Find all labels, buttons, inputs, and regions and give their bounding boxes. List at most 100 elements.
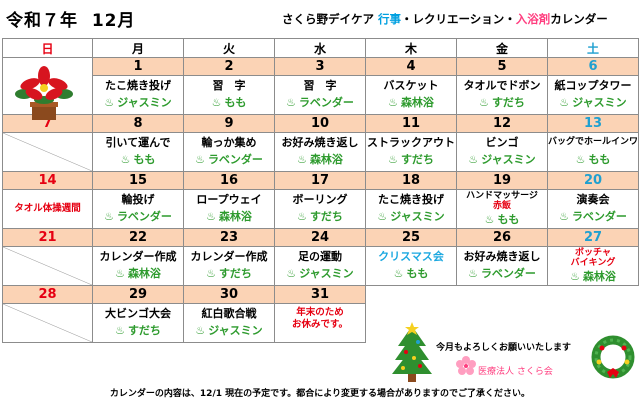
activity-label: カレンダー作成 — [190, 250, 268, 263]
week4-activity-row: カレンダー作成 ♨ 森林浴 カレンダー作成 ♨ すだち 足の運動 ♨ ジャスミン クリスマス… — [2, 246, 639, 286]
christmas-party-label: クリスマス会 — [378, 250, 444, 263]
activity-label: お好み焼き返し — [463, 250, 541, 263]
date-cell: 8 — [92, 114, 184, 133]
day-cell: ボッチャ バイキング ♨ 森林浴 — [547, 246, 639, 286]
sunday-closed-cell — [2, 303, 93, 343]
christmas-tree-icon — [392, 322, 432, 388]
week2-date-row: 7 8 9 10 11 12 13 — [2, 114, 639, 133]
day-cell: 紙コップタワー ♨ ジャスミン — [547, 75, 639, 115]
bath-label: ♨ ジャスミン — [104, 96, 172, 109]
week4-date-row: 21 22 23 24 25 26 27 — [2, 228, 639, 247]
day-cell: 習 字 ♨ ラベンダー — [274, 75, 366, 115]
date-cell: 20 — [547, 171, 639, 190]
bath-label: ♨ ラベンダー — [195, 153, 263, 166]
day-cell: 輪投げ ♨ ラベンダー — [92, 189, 184, 229]
date-cell: 17 — [274, 171, 366, 190]
bath-steam-icon: ♨ — [195, 324, 206, 337]
bath-label: ♨ ジャスミン — [377, 210, 445, 223]
bath-steam-icon: ♨ — [484, 213, 495, 226]
date-cell: 6 — [547, 57, 639, 76]
bath-label: ♨ すだち — [115, 324, 161, 337]
day-cell: 年末のため お休みです。 — [274, 303, 366, 343]
activity-label: 足の運動 — [298, 250, 342, 263]
day-cell: ボーリング ♨ すだち — [274, 189, 366, 229]
date-cell: 27 — [547, 228, 639, 247]
bath-steam-icon: ♨ — [206, 267, 216, 280]
weekday-tue: 火 — [183, 38, 275, 58]
wreath-icon — [590, 334, 636, 384]
bath-label: ♨ 森林浴 — [115, 267, 161, 280]
bath-label: ♨ もも — [575, 153, 611, 166]
date-cell: 21 — [2, 228, 93, 247]
day-cell: ロープウェイ ♨ 森林浴 — [183, 189, 275, 229]
bath-steam-icon: ♨ — [570, 270, 580, 283]
day-cell: 習 字 ♨ もも — [183, 75, 275, 115]
subtitle-bath: 入浴剤 — [515, 12, 551, 26]
bath-label: ♨ すだち — [297, 210, 343, 223]
date-cell: 16 — [183, 171, 275, 190]
activity-label: タオルでドボン — [463, 79, 541, 92]
date-cell: 31 — [274, 285, 366, 304]
bath-steam-icon: ♨ — [388, 153, 398, 166]
bath-steam-icon: ♨ — [104, 96, 115, 109]
bath-steam-icon: ♨ — [388, 96, 398, 109]
activity-label: 紙コップタワー — [554, 79, 632, 92]
bath-steam-icon: ♨ — [559, 210, 569, 223]
bath-label: ♨ もも — [211, 96, 247, 109]
weekday-thu: 木 — [365, 38, 457, 58]
sunday-closed-cell — [2, 132, 93, 172]
bath-label: ♨ もも — [120, 153, 156, 166]
bath-label: ♨ もも — [484, 213, 520, 226]
bath-label: ♨ すだち — [388, 153, 434, 166]
activity-label: ストラックアウト — [367, 136, 455, 149]
activity-label: お好み焼き返し — [281, 136, 359, 149]
poinsettia-icon — [14, 64, 74, 126]
activity-label: ビンゴ — [485, 136, 519, 149]
sunday-note-cell: タオル体操週間 — [2, 189, 93, 229]
activity-label: 引いて運んで — [105, 136, 171, 149]
activity-label: 演奏会 — [576, 193, 610, 206]
weekday-fri: 金 — [456, 38, 548, 58]
day-cell: ストラックアウト ♨ すだち — [365, 132, 457, 172]
date-cell: 13 — [547, 114, 639, 133]
bath-label: ♨ 森林浴 — [388, 96, 434, 109]
date-cell: 10 — [274, 114, 366, 133]
subtitle-calendar: カレンダー — [550, 12, 608, 26]
date-cell: 14 — [2, 171, 93, 190]
greeting-message: 今月もよろしくお願いいたします — [436, 343, 572, 353]
bath-steam-icon: ♨ — [286, 96, 296, 109]
day-cell: カレンダー作成 ♨ すだち — [183, 246, 275, 286]
bath-steam-icon: ♨ — [211, 96, 222, 109]
date-cell: 22 — [92, 228, 184, 247]
activity-label: 紅白歌合戦 — [201, 307, 257, 320]
day-cell: たこ焼き投げ ♨ ジャスミン — [365, 189, 457, 229]
week5-activity-row: 大ビンゴ大会 ♨ すだち 紅白歌合戦 ♨ ジャスミン 年末のため お休みです。 — [2, 303, 639, 343]
date-cell: 1 — [92, 57, 184, 76]
sunday-closed-cell — [2, 246, 93, 286]
subtitle-facility: さくら野デイケア — [282, 12, 374, 26]
activity-label: 大ビンゴ大会 — [105, 307, 171, 320]
activity-label: たこ焼き投げ — [105, 79, 171, 92]
week2-activity-row: 引いて運んで ♨ もも 輪っか集め ♨ ラベンダー お好み焼き返し ♨ 森林浴 ストラックア… — [2, 132, 639, 172]
day-cell: 大ビンゴ大会 ♨ すだち — [92, 303, 184, 343]
activity-label: ボーリング — [292, 193, 348, 206]
day-cell: タオルでドボン ♨ すだち — [456, 75, 548, 115]
calendar-subtitle: さくら野デイケア 行事・レクリエーション・入浴剤カレンダー — [282, 11, 608, 27]
bath-steam-icon: ♨ — [120, 153, 131, 166]
activity-label: 輪っか集め — [201, 136, 257, 149]
day-cell: たこ焼き投げ ♨ ジャスミン — [92, 75, 184, 115]
day-cell: バッグでホールインワン ♨ もも — [547, 132, 639, 172]
calendar-title: 令和７年 12月 — [6, 6, 136, 31]
activity-label: カレンダー作成 — [99, 250, 177, 263]
calendar-grid: 日 月 火 水 木 金 土 1 2 3 4 5 6 たこ焼き投げ ♨ ジャスミン 習… — [2, 38, 639, 343]
organization-name: 医療法人 さくら会 — [478, 367, 553, 377]
weekday-mon: 月 — [92, 38, 184, 58]
day-cell: ビンゴ ♨ ジャスミン — [456, 132, 548, 172]
date-cell: 19 — [456, 171, 548, 190]
day-cell: お好み焼き返し ♨ 森林浴 — [274, 132, 366, 172]
subtitle-recreation: ・レクリエーション・ — [401, 12, 516, 26]
bath-label: ♨ ラベンダー — [286, 96, 354, 109]
buffet-label: バイキング — [570, 258, 616, 268]
bath-steam-icon: ♨ — [195, 153, 205, 166]
cherry-blossom-icon — [456, 356, 476, 380]
